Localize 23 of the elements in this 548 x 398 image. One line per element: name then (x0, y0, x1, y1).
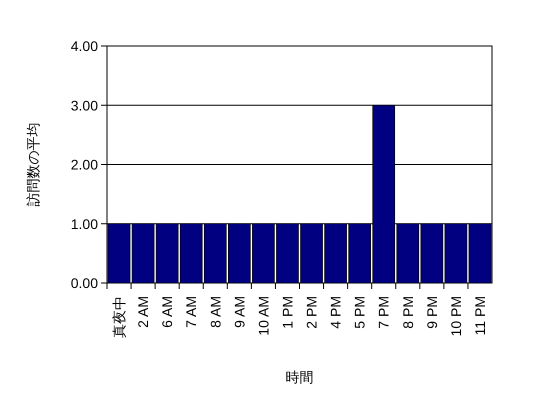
x-tick-label: 2 AM (135, 296, 152, 328)
x-tick-label: 4 PM (328, 296, 344, 329)
y-tick-label: 3.00 (70, 97, 98, 114)
x-tick-label: 9 PM (424, 296, 440, 329)
x-tick-label: 8 PM (400, 296, 416, 329)
x-tick-label: 8 AM (207, 296, 224, 328)
y-axis-title: 訪問数の平均 (25, 122, 41, 206)
x-tick-label: 11 PM (472, 296, 488, 336)
x-tick-label: 6 AM (159, 296, 176, 328)
x-tick-label: 1 PM (279, 296, 296, 329)
y-tick-label: 4.00 (70, 38, 98, 54)
x-tick-label: 9 AM (231, 296, 248, 328)
x-tick-label: 10 PM (448, 296, 464, 336)
x-tick-label: 2 PM (304, 296, 320, 329)
x-tick-label: 5 PM (352, 296, 368, 329)
x-tick-label: 7 PM (376, 296, 392, 329)
x-tick-label: 10 AM (255, 296, 272, 336)
x-axis-title: 時間 (286, 369, 314, 385)
x-tick-label: 7 AM (183, 296, 200, 328)
x-tick-label: 真夜中 (111, 296, 128, 338)
y-tick-label: 1.00 (70, 216, 98, 232)
y-tick-label: 0.00 (70, 275, 98, 291)
y-tick-label: 2.00 (70, 156, 98, 172)
